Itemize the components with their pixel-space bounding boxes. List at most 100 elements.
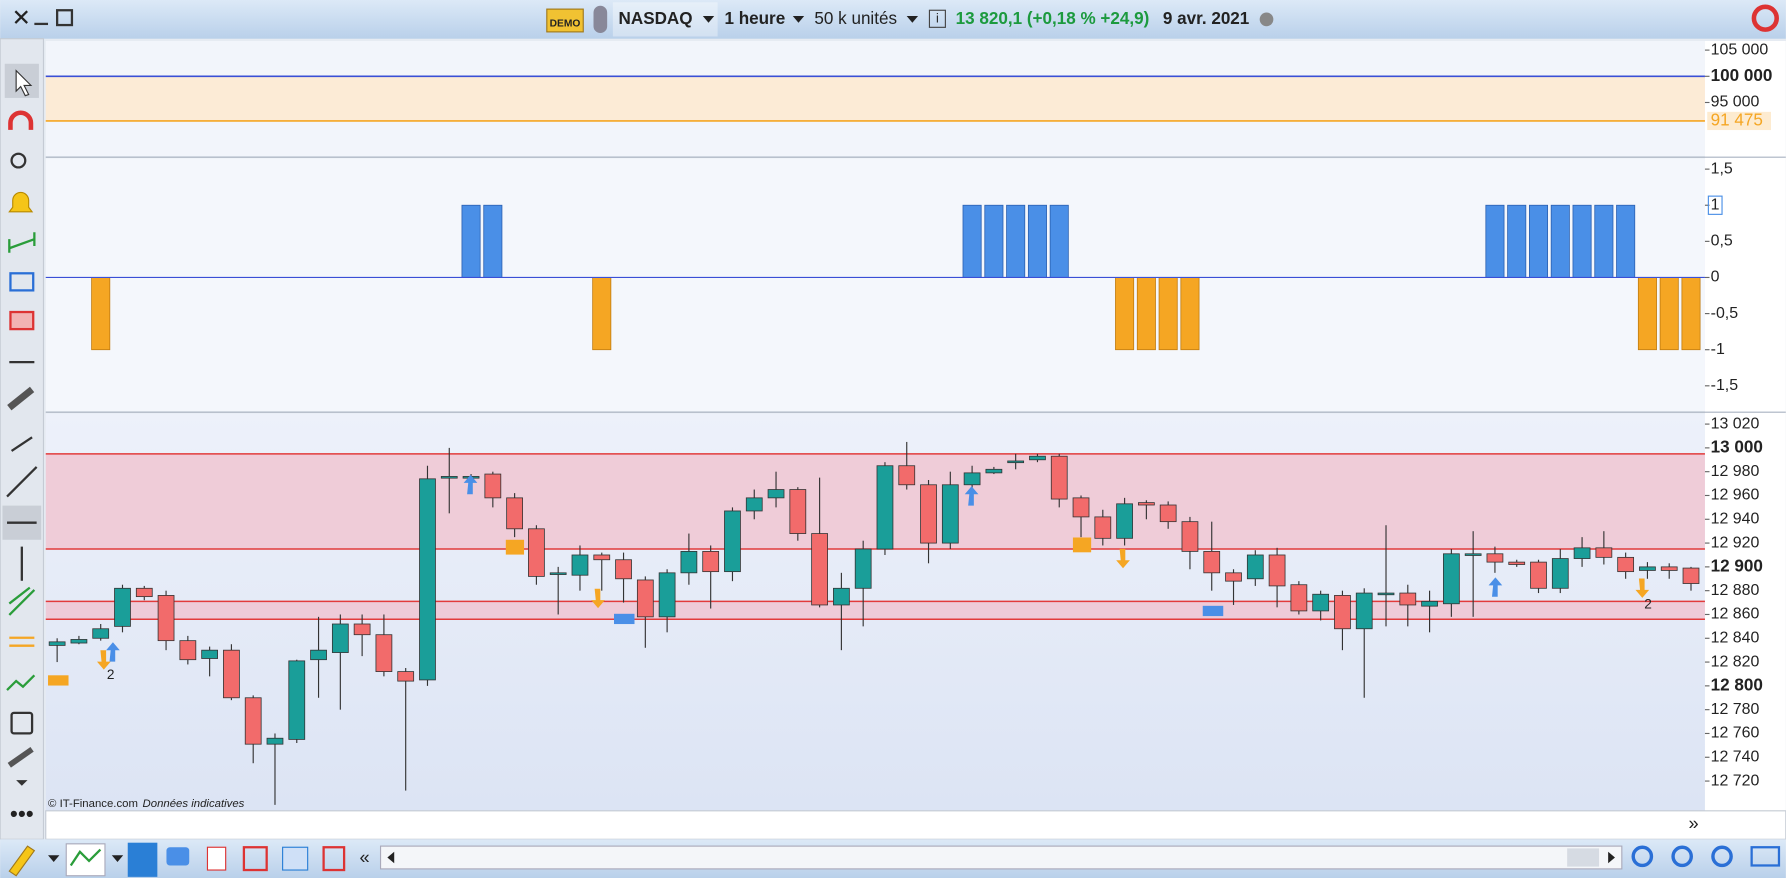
y-tick-label: 0,5 — [1711, 233, 1733, 250]
zoom-out[interactable] — [1671, 845, 1693, 868]
info-glyph: i — [936, 12, 939, 26]
y-tick-label: 95 000 — [1711, 94, 1760, 111]
candle-body — [135, 587, 153, 598]
zone — [45, 453, 1705, 550]
candle-body — [1486, 553, 1504, 563]
link-icon[interactable] — [593, 5, 608, 34]
dropdown-arrow[interactable] — [702, 15, 715, 23]
units[interactable]: 50 k unités — [814, 9, 897, 28]
instrument[interactable]: NASDAQ — [619, 9, 693, 28]
candle-body — [1029, 455, 1046, 461]
y-tick-label: 12 900 — [1711, 556, 1763, 575]
magnet-tool[interactable] — [8, 110, 34, 130]
dropdown-arrow[interactable] — [906, 15, 919, 23]
candle-body — [528, 528, 545, 577]
candle-body — [440, 476, 458, 479]
windows-button[interactable] — [282, 846, 309, 871]
status-dot — [1259, 12, 1274, 27]
close-button[interactable]: ✕ — [12, 4, 31, 30]
signal-bar — [984, 204, 1004, 278]
indicator-button[interactable] — [65, 843, 106, 877]
minimize-button[interactable] — [34, 22, 49, 26]
zoom-tool[interactable] — [10, 152, 27, 169]
refresh-icon[interactable] — [1751, 4, 1779, 32]
share-button[interactable] — [127, 842, 158, 877]
level-label: 91 475 — [1711, 110, 1763, 129]
level-label-bg — [1707, 111, 1771, 131]
data-note: Données indicatives — [143, 798, 245, 810]
copyright: © IT-Finance.com — [48, 798, 138, 810]
dropdown-arrow[interactable] — [111, 855, 124, 863]
candle-body — [1050, 455, 1068, 500]
left-toolbar — [0, 38, 45, 840]
position-marker — [505, 539, 525, 555]
settings-tool[interactable] — [7, 746, 34, 768]
ruler-tool[interactable] — [7, 386, 35, 411]
signal-panel — [45, 158, 1705, 412]
signal-bar — [91, 277, 111, 351]
candle-body — [1181, 521, 1199, 552]
signal-bar — [592, 277, 612, 351]
signal-bar — [1180, 277, 1200, 351]
instrument-box[interactable] — [612, 2, 718, 37]
keyboard-button[interactable] — [1750, 846, 1781, 867]
scroll-left[interactable] — [387, 851, 395, 864]
candle-body — [680, 551, 698, 574]
line-tool[interactable] — [10, 436, 33, 452]
timeframe[interactable]: 1 heure — [724, 9, 785, 28]
more-tools[interactable]: ••• — [10, 800, 34, 826]
zoom-fit[interactable] — [1631, 845, 1654, 868]
candle-body — [876, 465, 894, 550]
y-axis-area — [1704, 40, 1786, 811]
maximize-button[interactable] — [55, 9, 74, 27]
chat-button[interactable] — [166, 847, 190, 866]
fan-tool[interactable] — [8, 586, 36, 616]
signal-bar — [461, 204, 481, 278]
rectangle-tool[interactable] — [9, 272, 35, 292]
indicator-tool[interactable] — [6, 674, 36, 691]
zone-tool[interactable] — [9, 310, 35, 331]
signal-bar — [1485, 204, 1505, 278]
scroll-right-arrow[interactable] — [1608, 851, 1615, 864]
scroll-thumb[interactable] — [1567, 848, 1600, 867]
zoom-in[interactable] — [1711, 845, 1733, 868]
collapse[interactable]: « — [360, 847, 370, 867]
y-tick-label: 12 800 — [1711, 675, 1763, 694]
bars-button[interactable] — [242, 846, 268, 872]
dropdown-arrow[interactable] — [792, 15, 805, 23]
candle-body — [1442, 553, 1460, 605]
candle-body — [1421, 600, 1438, 607]
scrollbar[interactable] — [379, 845, 1623, 870]
annotation: 2 — [1644, 596, 1652, 611]
candle-body — [223, 649, 240, 699]
fibo-tool[interactable] — [9, 636, 35, 647]
candle-body — [767, 489, 785, 499]
scroll-right[interactable]: » — [1688, 813, 1698, 833]
tools-button[interactable] — [322, 846, 346, 872]
buy-marker — [964, 486, 979, 506]
candle-body — [898, 465, 916, 486]
y-tick-label: 12 880 — [1711, 582, 1760, 599]
candle-body — [811, 533, 828, 606]
info-icon[interactable] — [928, 9, 946, 28]
candle-body — [1595, 547, 1613, 558]
draw-tool[interactable] — [8, 845, 36, 877]
alert-tool[interactable] — [8, 191, 34, 213]
candle-body — [179, 640, 197, 661]
candle-body — [1094, 516, 1112, 539]
candle-body — [1203, 551, 1221, 574]
candle-body — [506, 497, 523, 530]
dropdown-arrow[interactable] — [48, 855, 60, 863]
candle-body — [1246, 554, 1264, 580]
candle-body — [1660, 566, 1678, 571]
signal-bar — [1006, 204, 1026, 278]
list-button[interactable] — [206, 846, 227, 871]
channel-tool[interactable] — [8, 232, 36, 253]
trend-tool[interactable] — [6, 466, 38, 498]
candle-body — [549, 572, 567, 575]
more-arrow[interactable] — [16, 780, 28, 786]
candle-body — [1508, 561, 1526, 565]
delete-tool[interactable] — [10, 711, 34, 735]
